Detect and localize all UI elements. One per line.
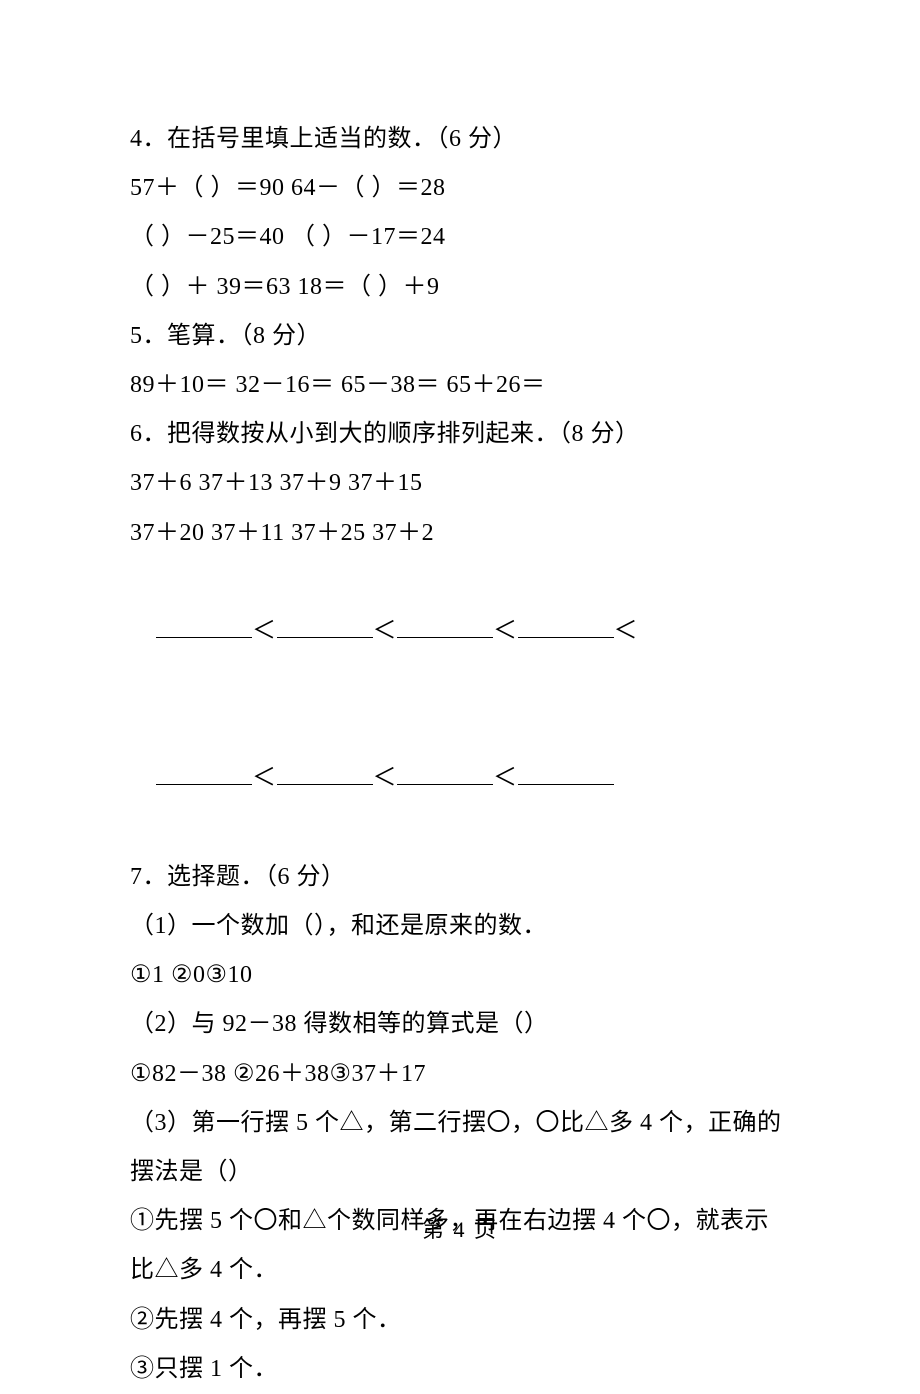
blank — [156, 613, 252, 638]
q4-line1: 57＋（ ）＝90 64－（ ）＝28 — [130, 164, 790, 213]
q5-title: 5．笔算．（8 分） — [130, 312, 790, 361]
lt-symbol: ＜ — [252, 765, 277, 791]
q7-p3-stem: （3）第一行摆 5 个△，第二行摆〇，〇比△多 4 个，正确的摆法是（） — [130, 1099, 790, 1197]
q5-line1: 89＋10＝ 32－16＝ 65－38＝ 65＋26＝ — [130, 361, 790, 410]
blank — [277, 613, 373, 638]
q4-line2: （ ）－25＝40 （ ）－17＝24 — [130, 213, 790, 262]
blank — [397, 613, 493, 638]
q6-line2: 37＋20 37＋11 37＋25 37＋2 — [130, 509, 790, 558]
q4-title: 4．在括号里填上适当的数．（6 分） — [130, 115, 790, 164]
page-footer: 第 4 页 — [0, 1212, 920, 1244]
lt-symbol: ＜ — [493, 618, 518, 644]
blank — [518, 613, 614, 638]
blank — [397, 760, 493, 785]
lt-symbol: ＜ — [252, 618, 277, 644]
blank — [277, 760, 373, 785]
blank — [518, 760, 614, 785]
q7-p2-opts: ①82－38 ②26＋38③37＋17 — [130, 1050, 790, 1099]
blank — [156, 760, 252, 785]
lt-symbol: ＜ — [493, 765, 518, 791]
page: 4．在括号里填上适当的数．（6 分） 57＋（ ）＝90 64－（ ）＝28 （… — [0, 0, 920, 1302]
q4-line3: （ ）＋ 39＝63 18＝（ ）＋9 — [130, 263, 790, 312]
q6-title: 6．把得数按从小到大的顺序排列起来．（8 分） — [130, 410, 790, 459]
lt-symbol: ＜ — [614, 618, 639, 644]
q6-line1: 37＋6 37＋13 37＋9 37＋15 — [130, 459, 790, 508]
q7-p1-opts: ①1 ②0③10 — [130, 951, 790, 1000]
lt-symbol: ＜ — [373, 765, 398, 791]
q7-p3-opt2: ②先摆 4 个，再摆 5 个． — [130, 1296, 790, 1345]
q6-blanks-row1: ＜ ＜ ＜ ＜ — [130, 558, 790, 706]
q7-p3-opt3: ③只摆 1 个． — [130, 1345, 790, 1394]
q7-title: 7．选择题．（6 分） — [130, 853, 790, 902]
q6-blanks-row2: ＜ ＜ ＜ — [130, 705, 790, 853]
lt-symbol: ＜ — [373, 618, 398, 644]
q7-p2-stem: （2）与 92－38 得数相等的算式是（） — [130, 1000, 790, 1049]
q7-p1-stem: （1）一个数加（），和还是原来的数． — [130, 902, 790, 951]
